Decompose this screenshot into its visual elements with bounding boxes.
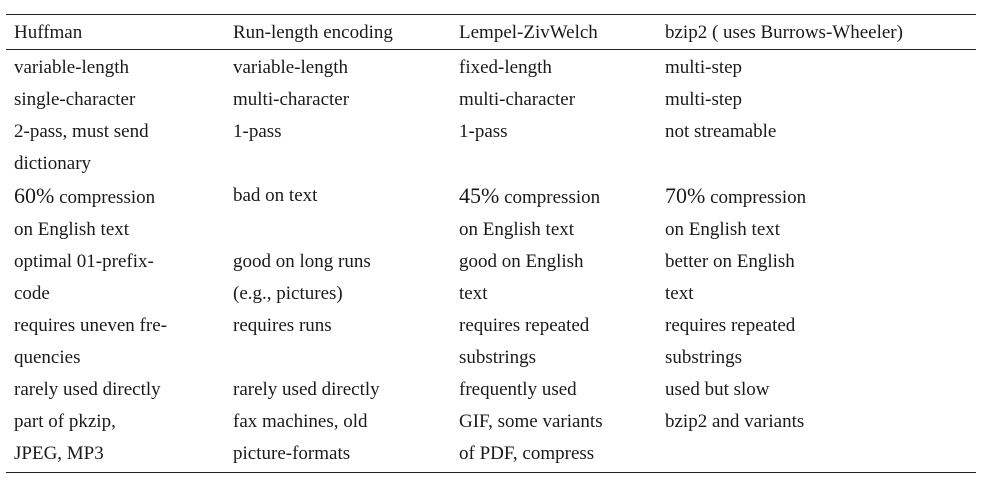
table-cell: optimal 01-prefix-code [6,246,225,310]
table-cell: bzip2 and variants [657,406,976,473]
cell-text: on English text [14,219,130,240]
table-cell: 1-pass [225,116,451,180]
cell-text: requires repeated [459,315,590,336]
header-huffman: Huffman [6,14,225,50]
table-row: requires uneven fre-quencies requires run… [6,310,976,374]
header-lzw: Lempel-ZivWelch [451,14,657,50]
percent-value: 70% [665,183,706,208]
cell-text: rarely used directly [14,379,161,400]
cell-text: dictionary [14,153,92,174]
cell-text: (e.g., pictures) [233,283,343,304]
cell-text: bzip2 and variants [665,411,805,432]
table-cell: fax machines, old picture-formats [225,406,451,473]
table-cell: requires repeated substrings [451,310,657,374]
table-cell: single-character [6,84,225,116]
cell-text: good on English [459,251,584,272]
table-cell: multi-step [657,84,976,116]
cell-text: of PDF, compress [459,443,595,464]
cell-text: multi-step [665,89,743,110]
cell-text: variable-length [14,57,130,78]
table-row: 2-pass, must send dictionary 1-pass 1-pass n… [6,116,976,180]
cell-text: good on long runs [233,251,371,272]
table-cell: good on English text [451,246,657,310]
cell-text: multi-character [233,89,350,110]
cell-text: part of pkzip, [14,411,116,432]
table-cell: frequently used [451,374,657,406]
table-row: 60% compression on English text bad on tex… [6,180,976,246]
cell-text: text [459,283,488,304]
table-cell: bad on text [225,180,451,246]
table-row: part of pkzip, JPEG, MP3 fax machines, old… [6,406,976,473]
cell-text: 2-pass, must send [14,121,149,142]
table-cell: variable-length [6,50,225,85]
table-cell: requires runs [225,310,451,374]
table-cell: 70% compression on English text [657,180,976,246]
cell-text: optimal 01-prefix- [14,251,154,272]
cell-text: variable-length [233,57,349,78]
cell-text: fixed-length [459,57,552,78]
table-cell: GIF, some variants of PDF, compress [451,406,657,473]
table-row: single-character multi-character multi-cha… [6,84,976,116]
table-cell: 45% compression on English text [451,180,657,246]
cell-text: fax machines, old [233,411,368,432]
table-cell: used but slow [657,374,976,406]
cell-text: JPEG, MP3 [14,443,104,464]
table-cell: requires uneven fre-quencies [6,310,225,374]
cell-text: requires repeated [665,315,796,336]
cell-text: single-character [14,89,136,110]
cell-text: rarely used directly [233,379,380,400]
cell-text: text [665,283,694,304]
cell-text: 45% compression [459,183,601,208]
table-cell: rarely used directly [6,374,225,406]
cell-text: frequently used [459,379,577,400]
table-cell: multi-step [657,50,976,85]
table-body: variable-length variable-length fixed-leng… [6,50,976,473]
cell-text: on English text [665,219,781,240]
cell-text: on English text [459,219,575,240]
cell-text: 1-pass [459,121,508,142]
cell-text: 1-pass [233,121,282,142]
cell-text: picture-formats [233,443,351,464]
cell-text: code [14,283,50,304]
cell-text: 70% compression [665,183,807,208]
header-run-length: Run-length encoding [225,14,451,50]
percent-value: 45% [459,183,500,208]
cell-text: bad on text [233,185,318,206]
cell-text: requires uneven fre- [14,315,167,336]
table-cell: 2-pass, must send dictionary [6,116,225,180]
cell-text: GIF, some variants [459,411,603,432]
header-bzip2: bzip2 ( uses Burrows-Wheeler) [657,14,976,50]
comparison-table: Huffman Run-length encoding Lempel-ZivWe… [6,14,976,473]
table-cell: requires repeated substrings [657,310,976,374]
table-cell: good on long runs (e.g., pictures) [225,246,451,310]
cell-text: used but slow [665,379,770,400]
table-cell: better on English text [657,246,976,310]
cell-text: requires runs [233,315,332,336]
cell-text: substrings [665,347,743,368]
table-row: variable-length variable-length fixed-leng… [6,50,976,85]
cell-text: multi-step [665,57,743,78]
table-cell: multi-character [451,84,657,116]
table-cell: 1-pass [451,116,657,180]
table-cell: variable-length [225,50,451,85]
percent-value: 60% [14,183,55,208]
table-row: optimal 01-prefix-code good on long runs (… [6,246,976,310]
table-row: rarely used directly rarely used directly… [6,374,976,406]
cell-text: better on English [665,251,795,272]
table-cell: fixed-length [451,50,657,85]
table-cell: multi-character [225,84,451,116]
header-row: Huffman Run-length encoding Lempel-ZivWe… [6,14,976,50]
table-cell: not streamable [657,116,976,180]
cell-text: multi-character [459,89,576,110]
table-cell: part of pkzip, JPEG, MP3 [6,406,225,473]
cell-text: 60% compression [14,183,156,208]
table-cell: 60% compression on English text [6,180,225,246]
cell-text: quencies [14,347,81,368]
table-header: Huffman Run-length encoding Lempel-ZivWe… [6,14,976,50]
cell-text: not streamable [665,121,777,142]
cell-text: substrings [459,347,537,368]
table-cell: rarely used directly [225,374,451,406]
